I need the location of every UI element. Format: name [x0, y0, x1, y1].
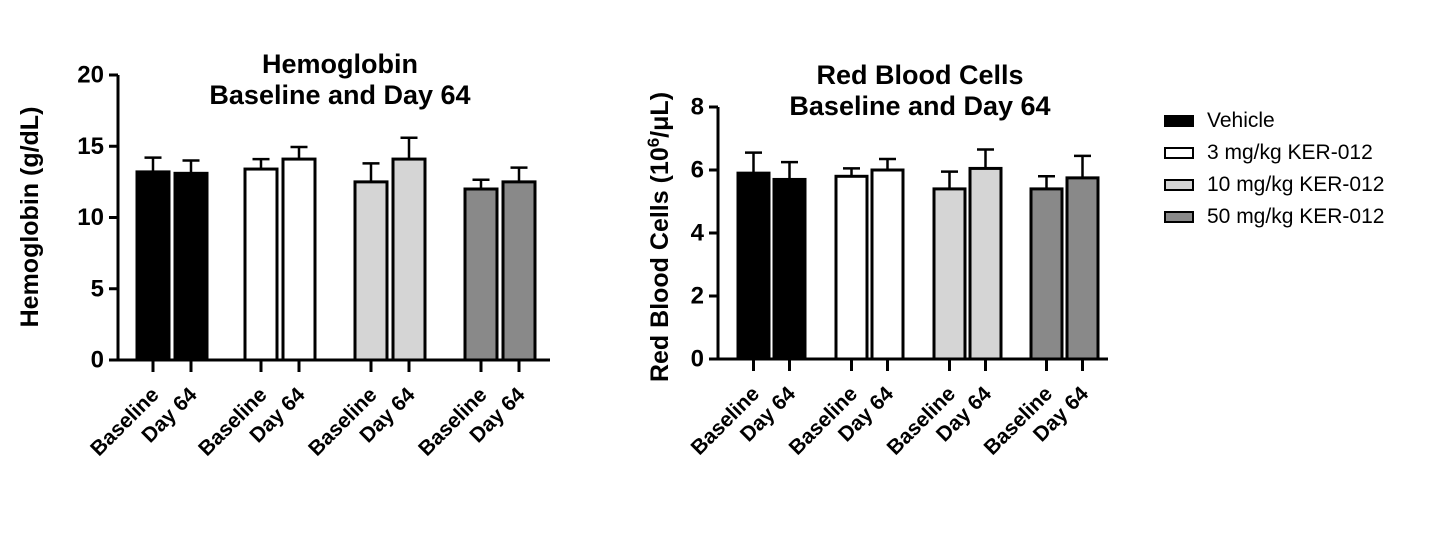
legend-item-50mgkg: 50 mg/kg KER-012 — [1164, 205, 1385, 228]
y-axis-label: Hemoglobin (g/dL) — [16, 107, 44, 328]
y-tick-label: 0 — [91, 347, 104, 374]
y-axis-label: Red Blood Cells (106/μL) — [644, 92, 674, 382]
bar-10-mg-kg-ker-012-baseline — [932, 187, 967, 361]
bar-10-mg-kg-ker-012-baseline — [353, 180, 389, 362]
legend-item-vehicle: Vehicle — [1164, 109, 1384, 132]
bar-3-mg-kg-ker-012-baseline — [834, 174, 869, 361]
bar-vehicle-baseline — [135, 170, 171, 362]
y-tick-label: 2 — [691, 283, 704, 310]
chart-title-line1: Red Blood Cells — [816, 60, 1023, 90]
y-tick-label: 0 — [691, 346, 704, 373]
bar-50-mg-kg-ker-012-day-64 — [1065, 176, 1100, 361]
bar-50-mg-kg-ker-012-day-64 — [501, 180, 537, 362]
legend-label-10mgkg: 10 mg/kg KER-012 — [1207, 173, 1385, 196]
bar-10-mg-kg-ker-012-day-64 — [391, 157, 427, 362]
legend-swatch-vehicle-icon — [1164, 115, 1194, 127]
legend-label-3mgkg: 3 mg/kg KER-012 — [1207, 141, 1373, 164]
y-tick-label: 5 — [91, 275, 104, 302]
chart-title-line1: Hemoglobin — [262, 49, 418, 79]
y-tick-label: 6 — [691, 157, 704, 184]
chart-title-line2: Baseline and Day 64 — [789, 91, 1050, 121]
legend-swatch-10mgkg-icon — [1164, 179, 1194, 191]
bar-3-mg-kg-ker-012-baseline — [243, 167, 279, 362]
legend-label-vehicle: Vehicle — [1207, 109, 1275, 132]
legend: Vehicle 3 mg/kg KER-012 10 mg/kg KER-012… — [1164, 109, 1385, 228]
bar-vehicle-day-64 — [772, 177, 807, 361]
y-tick-label: 15 — [77, 133, 104, 160]
bar-3-mg-kg-ker-012-day-64 — [281, 157, 317, 362]
y-tick-label: 20 — [77, 62, 104, 89]
bar-vehicle-day-64 — [173, 171, 209, 362]
y-tick-label: 8 — [691, 94, 704, 121]
bar-vehicle-baseline — [736, 171, 771, 361]
y-tick-label: 10 — [77, 204, 104, 231]
legend-item-10mgkg: 10 mg/kg KER-012 — [1164, 173, 1385, 196]
bar-10-mg-kg-ker-012-day-64 — [968, 166, 1003, 361]
bar-3-mg-kg-ker-012-day-64 — [870, 168, 905, 361]
bar-50-mg-kg-ker-012-baseline — [463, 187, 499, 362]
bar-50-mg-kg-ker-012-baseline — [1029, 187, 1064, 361]
legend-swatch-50mgkg-icon — [1164, 211, 1194, 223]
legend-label-50mgkg: 50 mg/kg KER-012 — [1207, 205, 1385, 228]
y-tick-label: 4 — [691, 220, 705, 247]
legend-swatch-3mgkg-icon — [1164, 147, 1194, 159]
legend-item-3mgkg: 3 mg/kg KER-012 — [1164, 141, 1384, 164]
chart-title-line2: Baseline and Day 64 — [209, 80, 470, 110]
